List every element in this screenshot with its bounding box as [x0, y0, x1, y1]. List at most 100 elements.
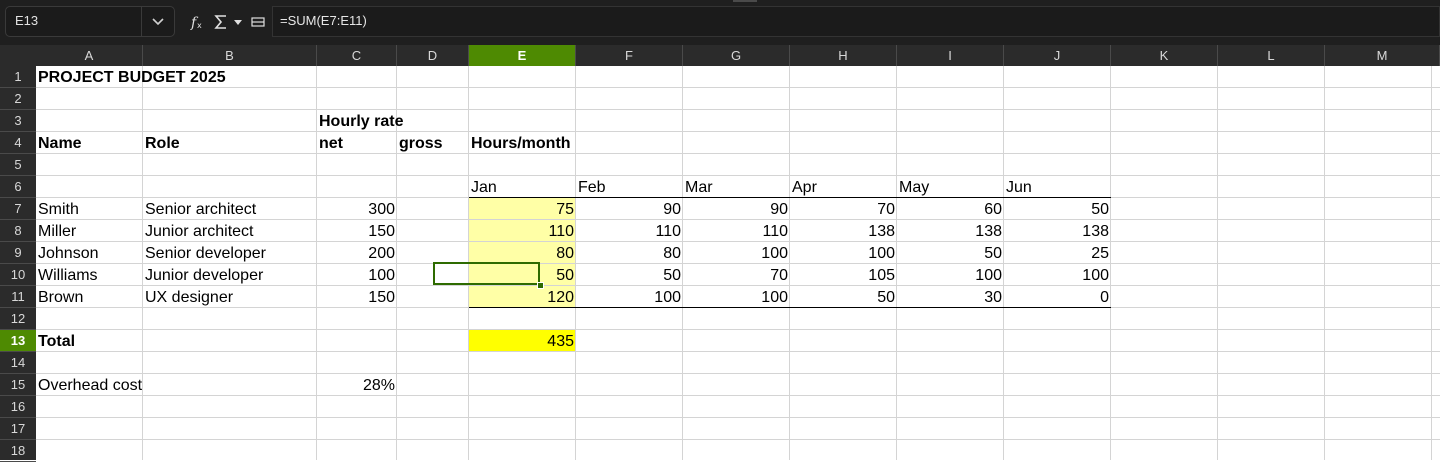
cell-b7[interactable]: Senior architect [145, 201, 257, 218]
row-header-14[interactable]: 14 [0, 352, 36, 374]
row-header-9[interactable]: 9 [0, 242, 36, 264]
cell-j8[interactable]: 138 [1082, 223, 1109, 240]
cell-j9[interactable]: 25 [1091, 245, 1109, 262]
column-header-a[interactable]: A [36, 45, 143, 66]
cell-h8[interactable]: 138 [868, 223, 895, 240]
cell-c11[interactable]: 150 [368, 289, 395, 306]
cell-h7[interactable]: 70 [877, 201, 895, 218]
cell-f10[interactable]: 50 [663, 267, 681, 284]
row-header-18[interactable]: 18 [0, 440, 36, 462]
autofill-handle[interactable] [537, 282, 544, 289]
cell-e7[interactable]: 75 [556, 201, 574, 218]
formula-input[interactable]: =SUM(E7:E11) [272, 6, 1440, 37]
window-drag-handle[interactable] [733, 0, 757, 2]
cell-grid[interactable]: PROJECT BUDGET 2025 Hourly rate Name Role ne… [36, 66, 1440, 460]
cell-a4[interactable]: Name [38, 135, 82, 152]
cell-g6[interactable]: Mar [685, 179, 713, 196]
name-box-value[interactable]: E13 [15, 13, 39, 28]
cell-c4[interactable]: net [319, 135, 343, 152]
row-header-10[interactable]: 10 [0, 264, 36, 286]
expand-formula-icon[interactable] [250, 13, 266, 31]
row-header-16[interactable]: 16 [0, 396, 36, 418]
cell-e6[interactable]: Jan [471, 179, 497, 196]
row-header-1[interactable]: 1 [0, 66, 36, 88]
cell-b8[interactable]: Junior architect [145, 223, 254, 240]
row-header-11[interactable]: 11 [0, 286, 36, 308]
cell-i6[interactable]: May [899, 179, 930, 196]
cell-e10[interactable]: 50 [556, 267, 574, 284]
cell-a11[interactable]: Brown [38, 289, 84, 306]
row-header-13[interactable]: 13 [0, 330, 36, 352]
cell-j11[interactable]: 0 [1100, 289, 1109, 306]
column-header-h[interactable]: H [790, 45, 897, 66]
cell-b4[interactable]: Role [145, 135, 180, 152]
cell-a15[interactable]: Overhead cost [38, 377, 143, 394]
sum-icon[interactable] [212, 13, 230, 31]
cell-a7[interactable]: Smith [38, 201, 79, 218]
name-box[interactable]: E13 [5, 6, 175, 37]
column-header-e[interactable]: E [469, 45, 576, 66]
column-header-m[interactable]: M [1325, 45, 1440, 66]
cell-f6[interactable]: Feb [578, 179, 606, 196]
cell-e8[interactable]: 110 [548, 223, 574, 240]
cell-g9[interactable]: 100 [761, 245, 788, 262]
cell-c7[interactable]: 300 [368, 201, 395, 218]
cell-g10[interactable]: 70 [770, 267, 788, 284]
cell-i8[interactable]: 138 [975, 223, 1002, 240]
column-header-f[interactable]: F [576, 45, 683, 66]
cell-f8[interactable]: 110 [655, 223, 681, 240]
column-header-k[interactable]: K [1111, 45, 1218, 66]
active-cell-cursor[interactable] [433, 262, 540, 285]
cell-c9[interactable]: 200 [368, 245, 395, 262]
cell-i10[interactable]: 100 [975, 267, 1002, 284]
column-header-b[interactable]: B [143, 45, 317, 66]
row-header-3[interactable]: 3 [0, 110, 36, 132]
row-header-2[interactable]: 2 [0, 88, 36, 110]
row-header-8[interactable]: 8 [0, 220, 36, 242]
column-header-g[interactable]: G [683, 45, 790, 66]
cell-f9[interactable]: 80 [663, 245, 681, 262]
cell-a10[interactable]: Williams [38, 267, 98, 284]
dropdown-arrow-icon[interactable] [232, 13, 244, 31]
cell-a8[interactable]: Miller [38, 223, 77, 240]
cell-b11[interactable]: UX designer [145, 289, 234, 306]
cell-i9[interactable]: 50 [984, 245, 1002, 262]
cell-g8[interactable]: 110 [762, 223, 788, 240]
column-header-l[interactable]: L [1218, 45, 1325, 66]
cell-c8[interactable]: 150 [368, 223, 395, 240]
cell-g11[interactable]: 100 [761, 289, 788, 306]
cell-j6[interactable]: Jun [1006, 179, 1032, 196]
cell-a13[interactable]: Total [38, 333, 76, 350]
cell-e13[interactable]: 435 [547, 333, 574, 350]
cell-d4[interactable]: gross [399, 135, 443, 152]
cell-h9[interactable]: 100 [868, 245, 895, 262]
column-header-i[interactable]: I [897, 45, 1004, 66]
cell-e4[interactable]: Hours/month [471, 135, 571, 152]
cell-j10[interactable]: 100 [1082, 267, 1109, 284]
row-header-4[interactable]: 4 [0, 132, 36, 154]
cell-c15[interactable]: 28% [362, 377, 395, 394]
cell-e9[interactable]: 80 [556, 245, 574, 262]
cell-c3[interactable]: Hourly rate [319, 113, 404, 130]
cell-a9[interactable]: Johnson [38, 245, 99, 262]
cell-f7[interactable]: 90 [663, 201, 681, 218]
cell-j7[interactable]: 50 [1091, 201, 1109, 218]
cell-c10[interactable]: 100 [368, 267, 395, 284]
cell-b9[interactable]: Senior developer [145, 245, 266, 262]
row-header-12[interactable]: 12 [0, 308, 36, 330]
row-header-6[interactable]: 6 [0, 176, 36, 198]
row-header-5[interactable]: 5 [0, 154, 36, 176]
row-header-15[interactable]: 15 [0, 374, 36, 396]
formula-text[interactable]: =SUM(E7:E11) [280, 13, 367, 28]
cell-b10[interactable]: Junior developer [145, 267, 264, 284]
cell-e11[interactable]: 120 [547, 289, 574, 306]
cell-a1[interactable]: PROJECT BUDGET 2025 [38, 69, 226, 86]
cell-f11[interactable]: 100 [654, 289, 681, 306]
name-box-dropdown-button[interactable] [141, 7, 174, 36]
cell-h6[interactable]: Apr [792, 179, 817, 196]
cell-g7[interactable]: 90 [770, 201, 788, 218]
cell-i11[interactable]: 30 [984, 289, 1002, 306]
column-header-c[interactable]: C [317, 45, 397, 66]
column-header-j[interactable]: J [1004, 45, 1111, 66]
